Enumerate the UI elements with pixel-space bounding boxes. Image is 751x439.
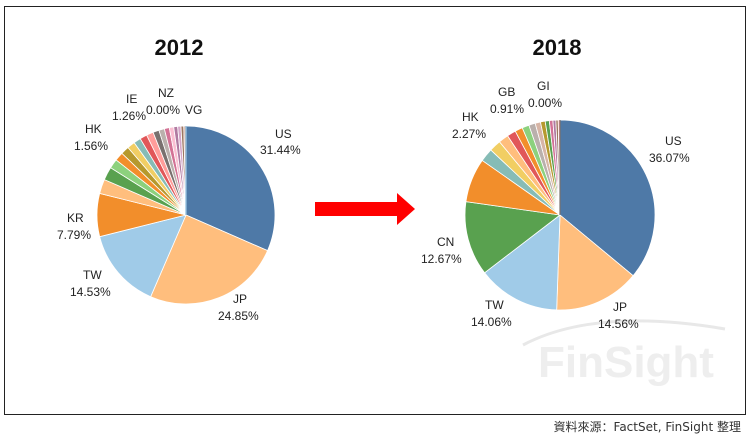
arrow-right-icon xyxy=(315,193,415,225)
pie-2012-slice-us xyxy=(185,125,276,252)
label-2012-tw-name: TW xyxy=(83,268,102,282)
label-2012-nz-pct: 0.00% xyxy=(146,103,180,117)
label-2018-hk-pct: 2.27% xyxy=(452,127,486,141)
label-2012-nz-name: NZ xyxy=(158,86,174,100)
watermark-swoosh xyxy=(522,319,726,347)
pie-2018-slice-us xyxy=(559,119,656,277)
label-2012-us-pct: 31.44% xyxy=(260,143,301,157)
pie-2012-slice-jp xyxy=(150,214,269,305)
label-2012-us-name: US xyxy=(275,127,292,141)
pie-comparison-svg: FinSight 2012 2018 US 31.44% JP 24.85% T… xyxy=(57,35,726,387)
label-2012-hk-pct: 1.56% xyxy=(74,139,108,153)
chart-title-2012: 2012 xyxy=(155,35,204,60)
pie-2012-slice-tw xyxy=(99,214,187,298)
pie-2012 xyxy=(96,125,276,305)
label-2018-cn-pct: 12.67% xyxy=(421,252,462,266)
label-2018-gb-pct: 0.91% xyxy=(490,102,524,116)
pie-2018-slice-tw xyxy=(484,214,561,311)
label-2012-kr-name: KR xyxy=(67,211,84,225)
label-2012-ie-name: IE xyxy=(126,92,137,106)
label-2018-gb-name: GB xyxy=(498,85,515,99)
label-2012-jp-pct: 24.85% xyxy=(218,309,259,323)
chart-frame: FinSight 2012 2018 US 31.44% JP 24.85% T… xyxy=(4,6,746,415)
label-2018-gi-pct: 0.00% xyxy=(528,96,562,110)
label-2012-ie-pct: 1.26% xyxy=(112,109,146,123)
finsight-watermark: FinSight xyxy=(522,319,726,387)
label-2018-cn-name: CN xyxy=(437,235,454,249)
label-2012-vg-name: VG xyxy=(185,103,202,117)
source-note: 資料來源：FactSet, FinSight 整理 xyxy=(553,420,741,434)
label-2018-hk-name: HK xyxy=(462,110,479,124)
label-2018-tw-name: TW xyxy=(485,298,504,312)
label-2012-kr-pct: 7.79% xyxy=(57,228,91,242)
label-2018-jp-pct: 14.56% xyxy=(598,317,639,331)
label-2012-jp-name: JP xyxy=(233,292,247,306)
label-2018-tw-pct: 14.06% xyxy=(471,315,512,329)
label-2018-us-name: US xyxy=(665,134,682,148)
label-2018-gi-name: GI xyxy=(537,79,550,93)
chart-title-2018: 2018 xyxy=(533,35,582,60)
watermark-text: FinSight xyxy=(538,338,714,387)
label-2018-us-pct: 36.07% xyxy=(649,151,690,165)
pie-2018-slice-cn xyxy=(464,201,561,274)
pie-2018-slice-jp xyxy=(556,214,634,311)
pie-2018 xyxy=(464,119,656,311)
label-2012-hk-name: HK xyxy=(85,122,102,136)
label-2018-jp-name: JP xyxy=(613,300,627,314)
label-2012-tw-pct: 14.53% xyxy=(70,285,111,299)
